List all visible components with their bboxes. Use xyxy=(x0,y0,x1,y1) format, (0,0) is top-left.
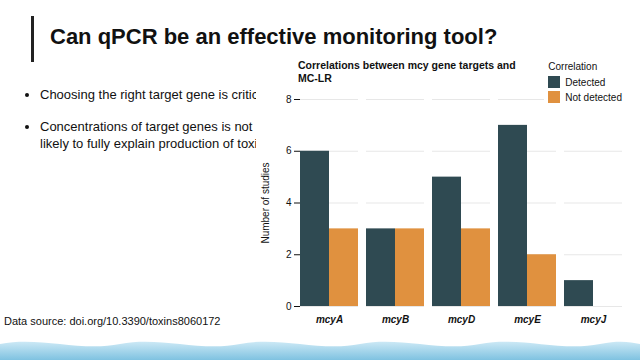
html-text:Detected: Detected xyxy=(565,76,606,88)
svg-text:4: 4 xyxy=(286,197,292,208)
html-text:Choosing the right target gene: Choosing the right target gene is critic… xyxy=(40,87,269,102)
svg-text:8: 8 xyxy=(286,94,292,105)
html-text:Concentrations of target genes: Concentrations of target genes is not li… xyxy=(40,118,272,152)
svg-text:6: 6 xyxy=(286,145,292,156)
html-text:Correlations between mcy gene: Correlations between mcy gene targets an… xyxy=(298,59,516,85)
svg-text:mcyE: mcyE xyxy=(514,314,541,325)
html-text:Can qPCR be an effective monit: Can qPCR be an effective monitoring tool… xyxy=(50,24,498,49)
html-text:Data source: doi.org/10.3390/t: Data source: doi.org/10.3390/toxins80601… xyxy=(4,315,221,327)
svg-text:mcyA: mcyA xyxy=(316,314,343,325)
svg-text:mcyB: mcyB xyxy=(382,314,409,325)
html-text:Correlation: Correlation xyxy=(548,61,598,72)
svg-text:0: 0 xyxy=(286,301,292,312)
svg-text:2: 2 xyxy=(286,249,292,260)
svg-text:Number of studies: Number of studies xyxy=(260,162,271,243)
svg-text:mcyD: mcyD xyxy=(448,314,475,325)
svg-text:mcyJ: mcyJ xyxy=(581,314,607,325)
html-text:Not detected: Not detected xyxy=(565,91,622,103)
